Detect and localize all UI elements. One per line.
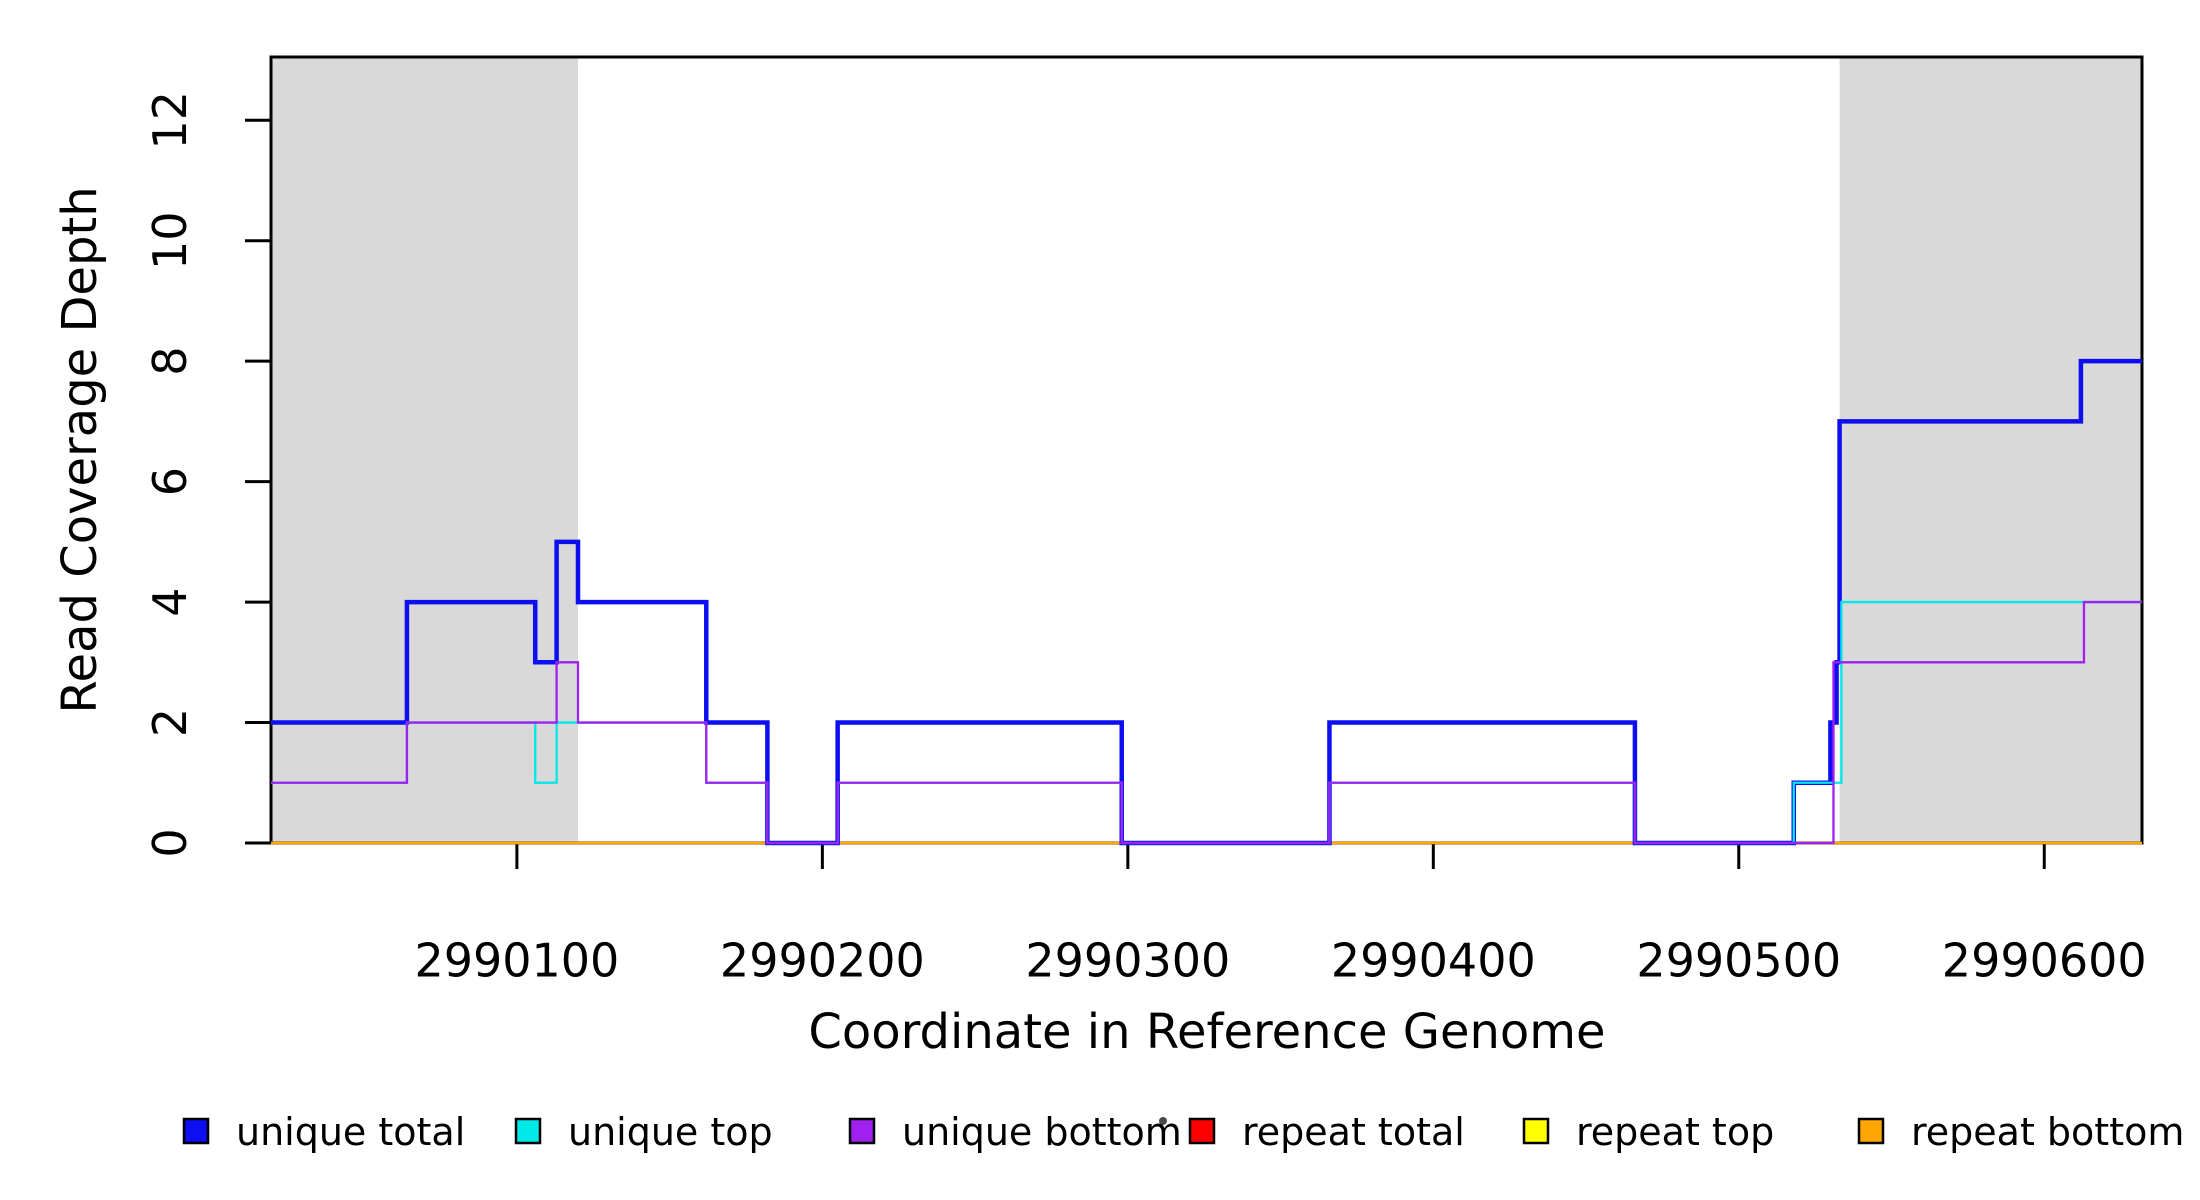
y-axis-tick-label: 2 [143, 708, 197, 737]
x-axis-tick-label: 2990400 [1331, 934, 1536, 988]
legend-label-unique-bottom: unique bottom [902, 1110, 1182, 1154]
repeat-region-left [271, 57, 578, 843]
y-axis-tick-label: 12 [143, 91, 197, 150]
legend: unique total unique top unique bottom repea… [182, 1110, 2184, 1154]
y-axis-tick-label: 10 [143, 211, 197, 270]
y-axis-tick-label: 0 [143, 828, 197, 857]
y-axis: 0 2 4 6 8 10 12 [143, 91, 271, 858]
stray-dot [1159, 1117, 1167, 1125]
x-axis-tick-label: 2990500 [1636, 934, 1841, 988]
x-axis-tick-label: 2990100 [414, 934, 619, 988]
legend-entry-unique-bottom: unique bottom [848, 1110, 1182, 1154]
y-axis-tick-label: 6 [143, 467, 197, 496]
x-axis: 2990100 2990200 2990300 2990400 2990500 29906… [414, 843, 2147, 988]
x-axis-tick-label: 2990600 [1942, 934, 2147, 988]
legend-entry-unique-top: unique top [514, 1110, 773, 1154]
legend-entry-repeat-total: repeat total [1188, 1110, 1465, 1154]
x-axis-tick-label: 2990300 [1025, 934, 1230, 988]
legend-swatch-unique-top [514, 1117, 542, 1145]
legend-swatch-repeat-top [1522, 1117, 1550, 1145]
series-lines [271, 358, 2142, 846]
legend-swatch-unique-total [182, 1117, 210, 1145]
legend-entry-repeat-bottom: repeat bottom [1857, 1110, 2184, 1154]
x-axis-tick-label: 2990200 [720, 934, 925, 988]
legend-swatch-repeat-total [1188, 1117, 1216, 1145]
x-axis-title: Coordinate in Reference Genome [808, 1004, 1605, 1060]
y-axis-title: Read Coverage Depth [52, 186, 108, 713]
legend-label-repeat-total: repeat total [1242, 1110, 1465, 1154]
repeat-region-right [1839, 57, 2142, 843]
legend-label-repeat-bottom: repeat bottom [1911, 1110, 2184, 1154]
series-line-unique-bottom [271, 600, 2142, 845]
legend-swatch-unique-bottom [848, 1117, 876, 1145]
y-axis-tick-label: 4 [143, 587, 197, 616]
legend-swatch-repeat-bottom [1857, 1117, 1885, 1145]
legend-label-unique-top: unique top [568, 1110, 773, 1154]
legend-entry-unique-total: unique total [182, 1110, 465, 1154]
legend-entry-repeat-top: repeat top [1522, 1110, 1774, 1154]
legend-label-unique-total: unique total [236, 1110, 465, 1154]
y-axis-tick-label: 8 [143, 347, 197, 376]
legend-label-repeat-top: repeat top [1576, 1110, 1774, 1154]
